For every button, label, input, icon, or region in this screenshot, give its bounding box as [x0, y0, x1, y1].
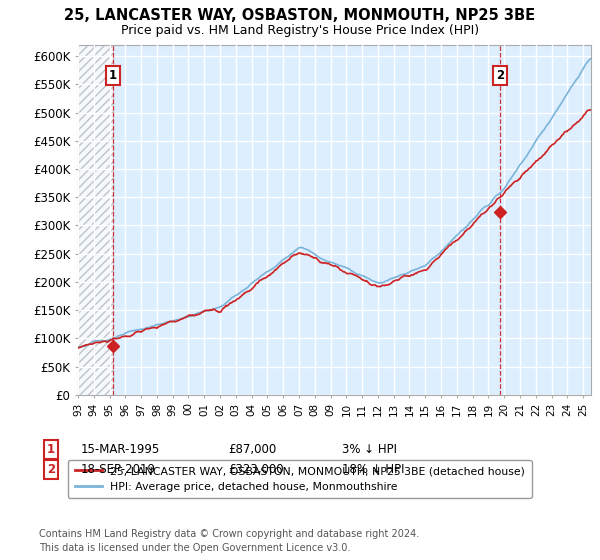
Text: £323,000: £323,000	[228, 463, 284, 476]
Text: 2: 2	[47, 463, 55, 476]
Text: Price paid vs. HM Land Registry's House Price Index (HPI): Price paid vs. HM Land Registry's House …	[121, 24, 479, 36]
Text: 3% ↓ HPI: 3% ↓ HPI	[342, 442, 397, 456]
Text: 1: 1	[47, 442, 55, 456]
Text: 2: 2	[496, 69, 504, 82]
Text: 1: 1	[109, 69, 117, 82]
Text: Contains HM Land Registry data © Crown copyright and database right 2024.
This d: Contains HM Land Registry data © Crown c…	[39, 529, 419, 553]
Text: 18-SEP-2019: 18-SEP-2019	[81, 463, 156, 476]
Text: 15-MAR-1995: 15-MAR-1995	[81, 442, 160, 456]
Text: 25, LANCASTER WAY, OSBASTON, MONMOUTH, NP25 3BE: 25, LANCASTER WAY, OSBASTON, MONMOUTH, N…	[64, 8, 536, 24]
Bar	[78, 45, 113, 395]
Text: £87,000: £87,000	[228, 442, 276, 456]
Text: 18% ↓ HPI: 18% ↓ HPI	[342, 463, 404, 476]
Legend: 25, LANCASTER WAY, OSBASTON, MONMOUTH, NP25 3BE (detached house), HPI: Average p: 25, LANCASTER WAY, OSBASTON, MONMOUTH, N…	[68, 460, 532, 498]
